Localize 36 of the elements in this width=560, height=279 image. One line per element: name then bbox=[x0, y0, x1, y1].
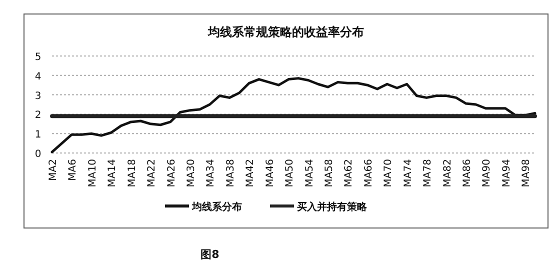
line-series bbox=[50, 77, 536, 154]
x-tick-label: MA74 bbox=[402, 159, 414, 188]
x-tick-label: MA30 bbox=[186, 159, 197, 188]
legend-label: 均线系分布 bbox=[191, 201, 242, 213]
x-tick-label: MA38 bbox=[225, 159, 236, 188]
x-tick-label: MA26 bbox=[166, 159, 178, 188]
x-tick-label: MA14 bbox=[107, 159, 118, 188]
legend-label: 买入并持有策略 bbox=[297, 201, 368, 213]
x-tick-label: MA34 bbox=[206, 159, 217, 188]
x-tick-label: MA18 bbox=[126, 159, 138, 188]
x-tick-label: MA22 bbox=[146, 159, 158, 188]
x-tick-label: MA50 bbox=[284, 159, 296, 188]
x-tick-label: MA90 bbox=[482, 159, 493, 188]
x-tick-label: MA98 bbox=[521, 159, 532, 188]
x-tick-label: MA42 bbox=[245, 159, 256, 188]
caption: 图8 bbox=[200, 248, 220, 261]
x-tick-label: MA46 bbox=[264, 159, 276, 188]
x-tick-label: MA86 bbox=[462, 159, 473, 188]
y-tick-label: 0 bbox=[34, 149, 42, 160]
x-tick-label: MA54 bbox=[304, 159, 316, 188]
x-tick-label: MA94 bbox=[501, 159, 512, 188]
y-tick-label: 2 bbox=[34, 110, 42, 122]
x-tick-label: MA6 bbox=[68, 159, 79, 181]
x-tick-label: MA58 bbox=[324, 159, 335, 188]
x-tick-label: MA78 bbox=[422, 159, 434, 188]
chart-title: 均线系常规策略的收益率分布 bbox=[207, 25, 364, 39]
y-tick-label: 4 bbox=[34, 71, 42, 82]
x-tick-label: MA10 bbox=[87, 159, 98, 188]
x-tick-label: MA62 bbox=[344, 159, 355, 188]
x-tick-label: MA2 bbox=[48, 159, 59, 181]
x-tick-label: MA66 bbox=[363, 159, 374, 188]
y-tick-label: 1 bbox=[34, 130, 42, 141]
x-tick-label: MA70 bbox=[383, 159, 394, 188]
y-tick-label: 5 bbox=[34, 52, 42, 63]
y-tick-label: 3 bbox=[34, 90, 42, 102]
x-tick-label: MA82 bbox=[442, 159, 454, 188]
